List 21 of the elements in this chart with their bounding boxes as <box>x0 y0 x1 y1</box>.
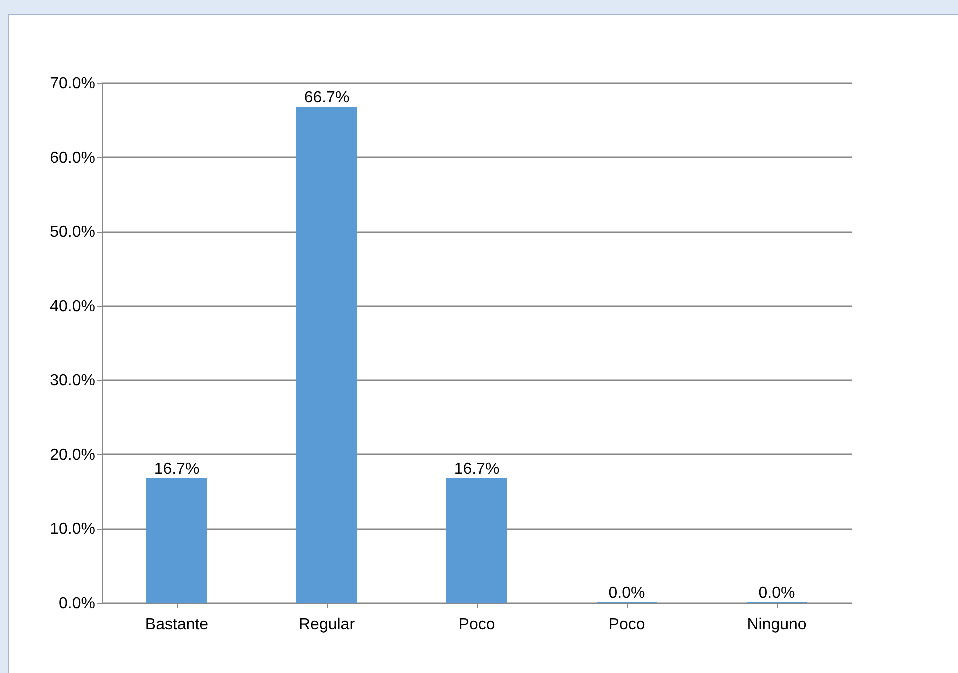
bar <box>296 107 358 604</box>
x-tick-label: Poco <box>608 616 646 634</box>
x-tick-label: Regular <box>298 616 356 634</box>
bar <box>446 478 508 604</box>
data-label: 16.7% <box>154 460 200 478</box>
y-tick-label: 10.0% <box>50 521 96 538</box>
data-label: 16.7% <box>454 460 500 478</box>
y-tick-label: 0.0% <box>59 596 96 612</box>
data-label: 0.0% <box>758 585 796 602</box>
data-label: 66.7% <box>304 90 350 107</box>
x-tick-label: Bastante <box>145 616 209 634</box>
y-tick-label: 20.0% <box>50 446 96 464</box>
y-tick-label: 50.0% <box>50 224 96 242</box>
y-tick-label: 60.0% <box>50 150 96 167</box>
y-tick-label: 30.0% <box>50 372 96 390</box>
y-tick-label: 40.0% <box>50 298 96 316</box>
x-tick-label: Poco <box>458 616 496 634</box>
x-tick-label: Ninguno <box>747 616 807 634</box>
y-tick-label: 70.0% <box>50 76 96 92</box>
data-label: 0.0% <box>608 585 646 602</box>
bar <box>146 478 208 604</box>
